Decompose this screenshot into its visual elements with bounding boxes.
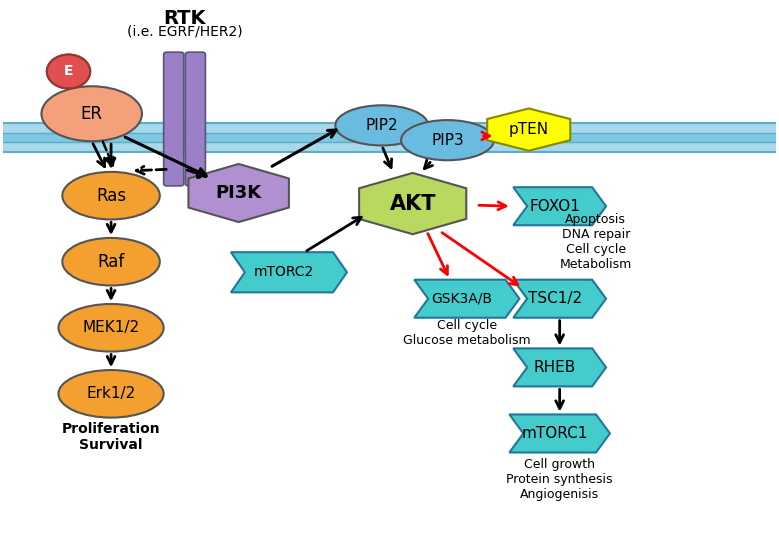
Bar	[3, 123, 776, 152]
Text: Cell cycle
Glucose metabolism: Cell cycle Glucose metabolism	[403, 319, 530, 347]
Text: E: E	[64, 65, 73, 78]
FancyBboxPatch shape	[185, 52, 206, 186]
Ellipse shape	[62, 238, 160, 286]
Polygon shape	[513, 280, 606, 318]
Bar	[3, 133, 776, 142]
Text: MEK1/2: MEK1/2	[83, 320, 139, 335]
FancyBboxPatch shape	[164, 52, 184, 186]
Text: (i.e. EGRF/HER2): (i.e. EGRF/HER2)	[127, 25, 242, 39]
Text: AKT: AKT	[390, 194, 436, 214]
Polygon shape	[513, 187, 606, 225]
Polygon shape	[414, 280, 520, 318]
Polygon shape	[231, 252, 347, 293]
Text: ER: ER	[81, 105, 103, 123]
Text: E: E	[64, 65, 73, 78]
Text: PIP2: PIP2	[365, 118, 398, 133]
Text: Raf: Raf	[97, 253, 125, 271]
Polygon shape	[509, 414, 610, 452]
Text: Cell growth
Protein synthesis
Angiogenisis: Cell growth Protein synthesis Angiogenis…	[506, 458, 613, 501]
Polygon shape	[189, 164, 289, 222]
Ellipse shape	[62, 172, 160, 219]
Polygon shape	[359, 173, 467, 234]
Text: Apoptosis
DNA repair
Cell cycle
Metabolism: Apoptosis DNA repair Cell cycle Metaboli…	[559, 213, 632, 271]
Text: RHEB: RHEB	[534, 360, 576, 375]
Text: PI3K: PI3K	[216, 184, 262, 202]
Text: GSK3A/B: GSK3A/B	[432, 292, 492, 305]
Ellipse shape	[401, 120, 494, 160]
Text: mTORC1: mTORC1	[522, 426, 588, 441]
Polygon shape	[487, 108, 570, 151]
Text: RTK: RTK	[164, 9, 206, 28]
Text: pTEN: pTEN	[509, 122, 548, 137]
Ellipse shape	[47, 54, 90, 89]
Ellipse shape	[41, 87, 142, 141]
Ellipse shape	[335, 105, 428, 145]
Ellipse shape	[47, 54, 90, 89]
Ellipse shape	[58, 304, 164, 351]
Polygon shape	[513, 348, 606, 387]
Text: Proliferation
Survival: Proliferation Survival	[62, 422, 160, 452]
Text: FOXO1: FOXO1	[530, 199, 580, 214]
Ellipse shape	[58, 370, 164, 418]
Text: Erk1/2: Erk1/2	[86, 386, 136, 402]
Text: TSC1/2: TSC1/2	[528, 291, 582, 306]
Text: PIP3: PIP3	[431, 132, 464, 148]
Text: Ras: Ras	[96, 187, 126, 205]
Text: mTORC2: mTORC2	[254, 265, 315, 279]
